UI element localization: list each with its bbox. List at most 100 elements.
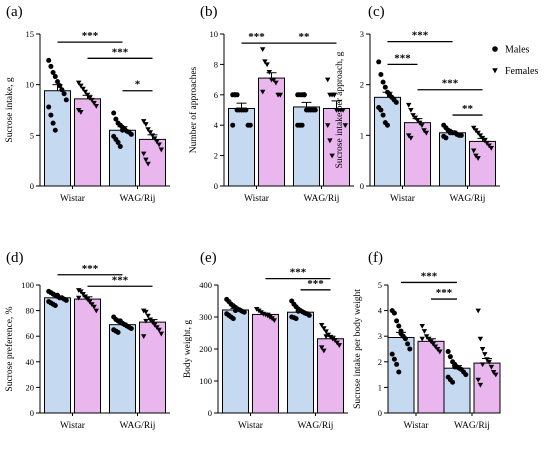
panel-1: (b) 0 2 4 6 8 10 Number of approaches Wistar WAG/…: [188, 4, 354, 204]
data-point: [115, 139, 121, 145]
data-point: [488, 364, 495, 370]
significance-label: ***: [290, 267, 307, 279]
significance-label: ***: [82, 263, 99, 275]
data-point: [233, 308, 238, 314]
data-point: [396, 323, 402, 329]
data-point: [486, 359, 492, 365]
data-point: [93, 308, 99, 314]
data-point: [385, 122, 390, 128]
data-point: [432, 344, 439, 350]
y-axis-label: Body weight, g: [183, 320, 193, 379]
x-category-label: WAG/Rij: [120, 421, 156, 431]
data-point: [419, 323, 425, 329]
x-category-label: WAG/Rij: [298, 421, 334, 431]
panel-2: (c) 0 1 2 3 Sucrose intake per approach, g Wis…: [335, 4, 500, 204]
data-point: [477, 336, 484, 342]
panel-letter: (d): [6, 250, 24, 266]
bar: [317, 338, 344, 414]
bar: [228, 107, 255, 187]
data-point: [267, 315, 273, 320]
data-point: [389, 351, 395, 357]
data-point: [376, 59, 382, 65]
data-point: [277, 92, 283, 98]
data-point: [426, 336, 432, 342]
data-point: [323, 334, 329, 339]
data-point: [76, 288, 82, 293]
data-point: [396, 369, 402, 375]
data-point: [477, 133, 483, 139]
data-point: [52, 302, 58, 308]
data-point: [407, 346, 413, 352]
data-point: [55, 79, 60, 85]
significance-label: **: [299, 31, 311, 43]
bar: [293, 106, 320, 187]
data-point: [394, 361, 400, 367]
data-point: [334, 340, 340, 346]
data-point: [475, 377, 481, 383]
data-point: [243, 107, 249, 113]
data-point: [63, 297, 69, 303]
data-point: [271, 77, 277, 83]
data-point: [299, 122, 305, 128]
data-point: [117, 143, 123, 149]
data-point: [479, 362, 486, 368]
y-tick-label: 1: [378, 382, 382, 392]
x-category-label: Wistar: [404, 421, 430, 431]
panel-letter: (c): [368, 4, 385, 20]
y-tick-label: 3: [360, 29, 364, 39]
data-point: [260, 47, 266, 52]
y-tick-label: 3: [378, 331, 382, 341]
data-point: [120, 320, 125, 326]
data-point: [479, 135, 486, 141]
data-point: [78, 83, 84, 89]
data-point: [230, 316, 236, 322]
data-point: [421, 329, 428, 334]
data-point: [319, 345, 325, 351]
data-point: [91, 304, 97, 310]
significance-label: **: [462, 103, 474, 115]
data-point: [128, 326, 134, 332]
significance-label: ***: [412, 30, 429, 42]
data-point: [149, 320, 156, 325]
significance-label: ***: [112, 274, 129, 286]
data-point: [145, 127, 151, 133]
data-point: [63, 97, 69, 103]
data-point: [321, 348, 327, 354]
data-point: [482, 138, 488, 144]
data-point: [154, 325, 160, 331]
y-tick-label: 0: [214, 181, 218, 191]
data-point: [488, 146, 494, 151]
data-point: [475, 156, 481, 161]
data-point: [141, 119, 147, 124]
data-point: [80, 291, 86, 297]
legend-item-males: Males: [492, 45, 530, 56]
data-point: [266, 70, 272, 75]
y-tick-label: 2: [214, 151, 218, 161]
bar: [44, 90, 71, 187]
data-point: [430, 341, 436, 347]
y-tick-label: 0: [30, 408, 34, 418]
data-point: [493, 372, 499, 378]
data-point: [414, 118, 421, 123]
data-point: [402, 336, 408, 342]
data-point: [57, 83, 63, 89]
bar: [109, 324, 136, 414]
y-tick-label: 1: [360, 130, 364, 140]
data-point: [329, 153, 335, 159]
y-tick-label: 6: [214, 90, 218, 100]
y-tick-label: 8: [214, 59, 218, 69]
data-point: [50, 120, 56, 126]
data-point: [434, 347, 441, 352]
y-tick-label: 0: [30, 181, 34, 191]
x-category-label: WAG/Rij: [454, 421, 490, 431]
data-point: [327, 138, 333, 144]
bar: [439, 132, 466, 187]
bar: [222, 309, 249, 414]
data-point: [330, 336, 336, 342]
data-point: [408, 135, 414, 141]
data-point: [247, 122, 253, 128]
legend-marker-females: [492, 68, 498, 74]
data-point: [301, 92, 307, 98]
data-point: [325, 123, 331, 128]
